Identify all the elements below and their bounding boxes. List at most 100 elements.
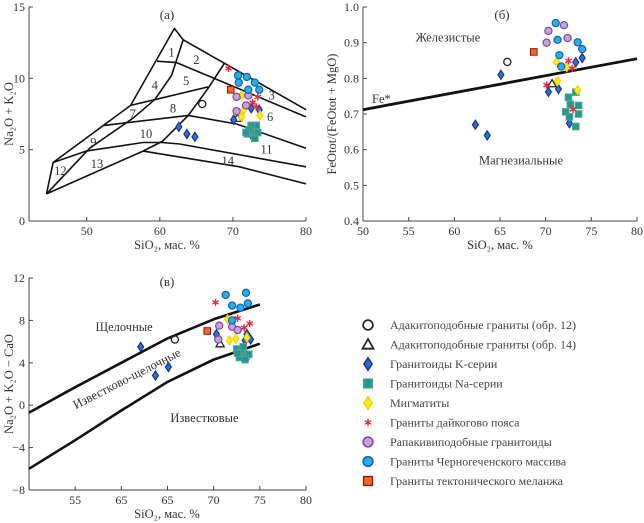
panel-c-ylabel: Na₂O + K₂O − CaO — [2, 334, 16, 434]
data-point-shape — [232, 332, 240, 345]
legend-marker-icon — [362, 475, 374, 487]
x-tick-label: 75 — [254, 493, 266, 507]
series-6 — [214, 321, 242, 344]
data-point — [573, 84, 582, 96]
data-point — [551, 18, 560, 28]
legend-marker-icon-shape — [362, 378, 374, 389]
legend-item: Адакитоподобные граниты (обр. 14) — [360, 337, 576, 352]
series-4 — [552, 56, 582, 96]
data-point-shape — [471, 119, 479, 131]
x-tick-label: 80 — [631, 224, 643, 238]
field-boundary — [45, 39, 184, 195]
data-point-shape — [573, 38, 582, 47]
field-label: 11 — [261, 143, 273, 157]
data-point — [246, 319, 254, 328]
panel-a-ylabel: Na₂O + K₂O — [2, 82, 16, 146]
legend-marker-icon-shape — [362, 319, 374, 331]
data-point-shape — [241, 355, 249, 364]
legend-marker-icon — [364, 418, 372, 427]
data-point — [249, 98, 257, 107]
series-3 — [561, 88, 583, 131]
data-point — [212, 298, 219, 306]
data-point — [214, 335, 223, 344]
data-point — [542, 38, 551, 47]
legend-marker-icon-stroke — [364, 420, 372, 425]
panel-c-xlabel: SiO₂, мас. % — [134, 507, 200, 521]
data-point — [239, 343, 248, 351]
data-point-shape — [242, 128, 250, 137]
data-point-shape — [227, 316, 237, 325]
data-point-stroke — [234, 315, 242, 321]
data-point-shape — [238, 111, 246, 123]
data-point — [240, 324, 248, 332]
data-point-shape — [556, 62, 566, 71]
data-point — [241, 288, 251, 298]
legend-item: Адакитоподобные граниты (обр. 12) — [362, 318, 576, 332]
data-point — [243, 331, 251, 343]
data-point-stroke — [252, 104, 260, 110]
data-point — [253, 128, 262, 137]
data-point — [559, 20, 569, 30]
panel-c-malic-index-diagram: (в) SiO₂, мас. % Na₂O + K₂O − CaO 55 65 65… — [2, 271, 312, 521]
data-point-shape — [503, 57, 512, 67]
y-tick-label: 5 — [19, 143, 25, 157]
data-point-shape — [572, 122, 580, 131]
series-7 — [233, 71, 264, 94]
data-point-shape — [214, 335, 223, 344]
data-point — [151, 369, 160, 382]
field-label: 10 — [140, 127, 153, 141]
data-point-shape — [215, 321, 224, 330]
data-point — [225, 334, 234, 347]
series-8 — [203, 327, 212, 335]
series-0 — [503, 57, 512, 67]
y-tick-label: 1.0 — [344, 0, 359, 14]
data-point — [232, 332, 240, 345]
data-point — [546, 78, 558, 88]
data-point-shape — [242, 72, 251, 82]
legend-marker-icon — [362, 455, 374, 468]
data-point-shape — [232, 106, 241, 116]
data-point-shape — [137, 341, 145, 353]
data-point — [226, 85, 235, 94]
data-point — [244, 85, 253, 94]
data-point-stroke — [568, 65, 576, 71]
data-point-stroke — [569, 106, 577, 112]
data-point-shape — [243, 299, 253, 308]
data-point-shape — [170, 335, 180, 344]
field-boundary — [52, 141, 307, 168]
y-tick-label: 0.9 — [344, 36, 359, 50]
data-point-shape — [529, 48, 538, 56]
y-tick-label: 0.8 — [344, 71, 359, 85]
legend-marker-icon — [363, 356, 373, 372]
series-3 — [232, 343, 253, 364]
legend-marker-icon-shape — [360, 337, 376, 350]
legend-marker-icon-shape — [362, 436, 374, 448]
data-point — [203, 327, 212, 335]
data-point — [572, 122, 580, 131]
x-tick-label: 75 — [585, 224, 597, 238]
panel-a-xlabel: SiO₂, мас. % — [134, 238, 200, 252]
legend-item: Граниты дайкогово пояса — [364, 416, 520, 430]
field-boundary — [156, 60, 307, 118]
data-point-shape — [164, 361, 173, 373]
data-point — [241, 101, 251, 110]
panel-b-fe-index-diagram: (б) SiO₂, мас. % FeOtot/(FeOtot + MgO) F… — [325, 0, 643, 252]
x-tick-label: 50 — [81, 224, 93, 238]
field-label: Известковые — [170, 411, 239, 425]
field-label: 14 — [222, 154, 235, 168]
data-point-shape — [255, 85, 264, 94]
x-tick-label: 60 — [154, 224, 166, 238]
legend-label: Мигматиты — [390, 396, 449, 410]
data-point — [565, 117, 574, 129]
data-point-shape — [244, 85, 253, 94]
data-point-shape — [555, 50, 564, 60]
data-point-shape — [236, 303, 245, 312]
y-tick-label: −4 — [12, 441, 25, 455]
panel-c-title: (в) — [160, 274, 175, 289]
y-tick-label: 15 — [13, 0, 25, 14]
data-point-shape — [233, 349, 242, 358]
field-label: 9 — [90, 136, 96, 150]
legend-label: Адакитоподобные граниты (обр. 14) — [390, 338, 576, 352]
data-point — [543, 81, 551, 89]
series-2 — [471, 52, 586, 142]
